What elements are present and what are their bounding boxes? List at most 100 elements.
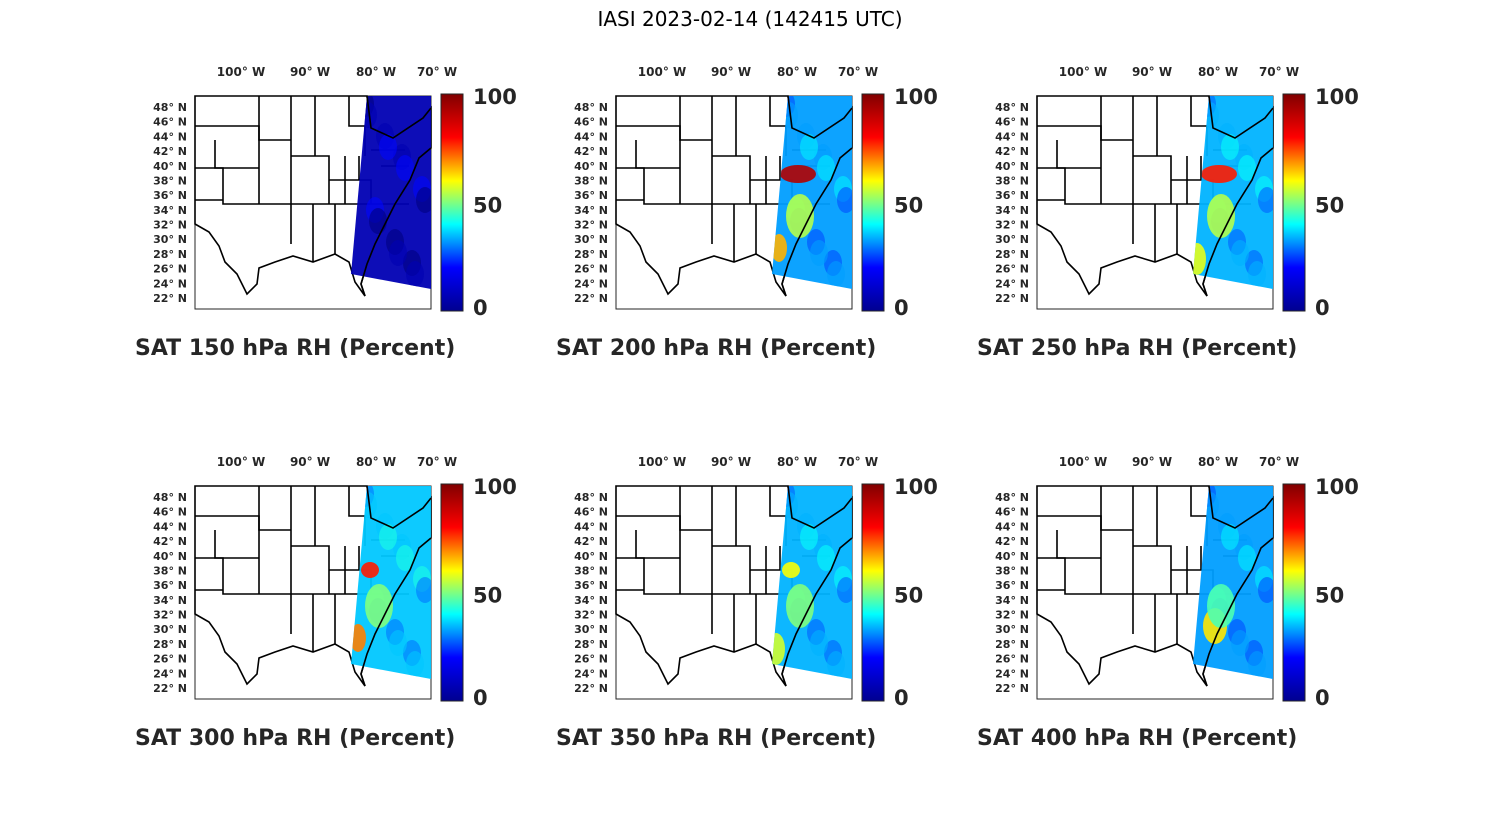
lat-tick-label: 34° N	[995, 594, 1029, 607]
lat-tick-label: 24° N	[574, 277, 608, 290]
lat-tick-label: 32° N	[574, 219, 608, 232]
lat-tick-label: 36° N	[995, 579, 1029, 592]
lon-tick-label: 100° W	[217, 65, 265, 79]
lat-tick-label: 34° N	[153, 204, 187, 217]
lat-tick-label: 36° N	[574, 189, 608, 202]
map-panel-150: 100° W 90° W 80° W 70° W 48° N 46° N 44° N 42° …	[135, 65, 595, 426]
rh-texture	[1248, 261, 1266, 287]
rh-texture	[416, 187, 431, 213]
moist-area	[1207, 194, 1235, 238]
lat-tick-label: 32° N	[153, 609, 187, 622]
lat-tick-label: 44° N	[153, 520, 187, 533]
lat-tick-label: 32° N	[153, 219, 187, 232]
state-boundary	[1037, 557, 1133, 595]
panel-title: SAT 400 hPa RH (Percent)	[977, 726, 1298, 751]
lat-tick-label: 40° N	[574, 550, 608, 563]
lat-tick-label: 46° N	[153, 116, 187, 129]
rh-texture	[817, 155, 835, 181]
state-boundary	[769, 486, 786, 517]
map-panel-400: 100° W 90° W 80° W 70° W 48° N 46° N 44° N 42° …	[977, 455, 1437, 816]
panel-title: SAT 250 hPa RH (Percent)	[977, 336, 1298, 361]
state-boundary	[195, 167, 291, 205]
map-plot-400: 100° W 90° W 80° W 70° W 48° N 46° N44° N 42° …	[995, 455, 1359, 710]
lat-tick-label: 46° N	[574, 506, 608, 519]
lat-tick-label: 22° N	[574, 682, 608, 695]
rh-texture	[810, 240, 828, 266]
lon-tick-label: 90° W	[711, 65, 751, 79]
rh-texture	[379, 134, 397, 160]
lon-tick-label: 80° W	[356, 65, 396, 79]
state-boundary	[1133, 155, 1172, 204]
lon-tick-label: 100° W	[1059, 455, 1107, 469]
rh-texture	[827, 261, 845, 287]
lat-tick-label: 48° N	[995, 101, 1029, 114]
lat-tick-label: 36° N	[995, 189, 1029, 202]
moist-area	[782, 562, 800, 578]
lat-tick-label: 24° N	[995, 667, 1029, 680]
lat-tick-label: 44° N	[153, 130, 187, 143]
lat-tick-label: 34° N	[153, 594, 187, 607]
lat-tick-label: 24° N	[153, 667, 187, 680]
rh-texture	[389, 240, 407, 266]
lat-tick-label: 34° N	[995, 204, 1029, 217]
map-panel-300: 100° W 90° W 80° W 70° W 48° N 46° N 44° N 42° …	[135, 455, 595, 816]
lat-tick-label: 26° N	[995, 653, 1029, 666]
rh-texture	[389, 630, 407, 656]
map-plot-350: 100° W 90° W 80° W 70° W 48° N 46° N44° N 42° …	[574, 455, 938, 710]
lat-tick-label: 38° N	[153, 174, 187, 187]
lat-tick-label: 44° N	[995, 130, 1029, 143]
moist-area	[786, 194, 814, 238]
lat-tick-label: 28° N	[574, 248, 608, 261]
state-boundary	[348, 486, 365, 517]
colorbar: 100 50 0	[440, 475, 517, 710]
lat-tick-label: 42° N	[153, 535, 187, 548]
map-panel-200: 100° W 90° W 80° W 70° W 48° N 46° N 44° N 42° …	[556, 65, 1016, 426]
colorbar: 100 50 0	[861, 85, 938, 320]
colorbar-tick-label: 0	[894, 686, 909, 710]
lat-tick-label: 48° N	[153, 491, 187, 504]
colorbar-tick-label: 50	[473, 584, 502, 608]
lon-tick-label: 70° W	[838, 65, 878, 79]
lat-tick-label: 26° N	[153, 263, 187, 276]
colorbar-tick-label: 100	[473, 85, 517, 109]
lat-tick-label: 42° N	[574, 535, 608, 548]
rh-texture	[396, 545, 414, 571]
map-panel-350: 100° W 90° W 80° W 70° W 48° N 46° N 44° N 42° …	[556, 455, 1016, 816]
coastline	[1202, 485, 1274, 687]
rh-texture	[800, 134, 818, 160]
lon-tick-label: 100° W	[638, 65, 686, 79]
rh-texture	[396, 155, 414, 181]
moist-area	[1193, 243, 1206, 275]
coastline	[360, 485, 432, 687]
state-boundary	[1190, 96, 1207, 127]
state-boundary	[348, 96, 365, 127]
coastline	[781, 95, 853, 297]
moist-area	[365, 584, 393, 628]
rh-texture	[1238, 545, 1256, 571]
lat-tick-label: 36° N	[153, 579, 187, 592]
moist-area	[786, 584, 814, 628]
lat-tick-label: 44° N	[574, 130, 608, 143]
lat-tick-label: 28° N	[574, 638, 608, 651]
panel-title: SAT 300 hPa RH (Percent)	[135, 726, 456, 751]
colorbar-tick-label: 0	[894, 296, 909, 320]
lat-tick-label: 28° N	[995, 248, 1029, 261]
lat-tick-label: 42° N	[153, 145, 187, 158]
lat-tick-label: 40° N	[153, 160, 187, 173]
lat-tick-label: 26° N	[153, 653, 187, 666]
colorbar-tick-label: 100	[1315, 85, 1359, 109]
lat-tick-label: 30° N	[574, 233, 608, 246]
lon-tick-label: 70° W	[417, 65, 457, 79]
colorbar-tick-label: 0	[473, 686, 488, 710]
colorbar-tick-label: 0	[1315, 686, 1330, 710]
moist-area	[772, 633, 785, 665]
coastline	[781, 485, 853, 687]
lat-tick-label: 22° N	[153, 682, 187, 695]
lat-tick-label: 22° N	[153, 292, 187, 305]
lon-tick-label: 80° W	[777, 65, 817, 79]
state-boundary	[1056, 530, 1101, 559]
lat-tick-label: 28° N	[153, 248, 187, 261]
rh-texture	[837, 577, 852, 603]
rh-texture	[1258, 187, 1273, 213]
colorbar-tick-label: 0	[473, 296, 488, 320]
